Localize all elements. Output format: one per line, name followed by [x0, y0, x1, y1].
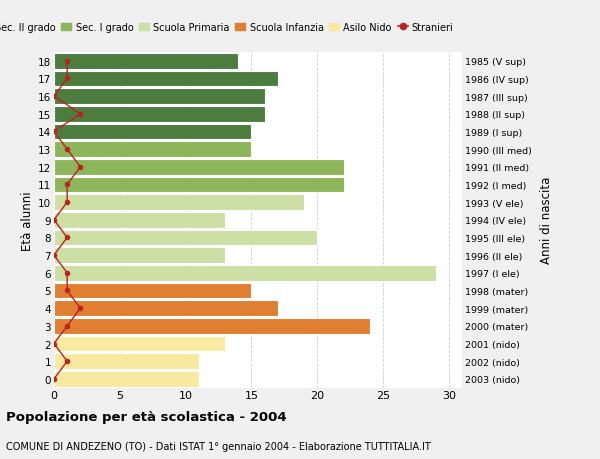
Bar [54, 177, 344, 193]
Text: COMUNE DI ANDEZENO (TO) - Dati ISTAT 1° gennaio 2004 - Elaborazione TUTTITALIA.I: COMUNE DI ANDEZENO (TO) - Dati ISTAT 1° … [6, 441, 431, 451]
Bar [54, 72, 278, 87]
Bar [54, 265, 436, 281]
Bar [54, 319, 370, 334]
Bar [54, 301, 278, 316]
Bar [54, 124, 251, 140]
Text: Popolazione per età scolastica - 2004: Popolazione per età scolastica - 2004 [6, 410, 287, 423]
Bar [54, 230, 317, 246]
Legend: Sec. II grado, Sec. I grado, Scuola Primaria, Scuola Infanzia, Asilo Nido, Stran: Sec. II grado, Sec. I grado, Scuola Prim… [0, 19, 457, 37]
Bar [54, 89, 265, 105]
Bar [54, 248, 225, 263]
Bar [54, 336, 225, 352]
Bar [54, 371, 199, 387]
Y-axis label: Età alunni: Età alunni [21, 190, 34, 250]
Bar [54, 353, 199, 369]
Bar [54, 54, 238, 69]
Bar [54, 283, 251, 299]
Bar [54, 107, 265, 122]
Bar [54, 195, 304, 210]
Y-axis label: Anni di nascita: Anni di nascita [540, 177, 553, 264]
Bar [54, 160, 344, 175]
Bar [54, 213, 225, 228]
Bar [54, 142, 251, 157]
